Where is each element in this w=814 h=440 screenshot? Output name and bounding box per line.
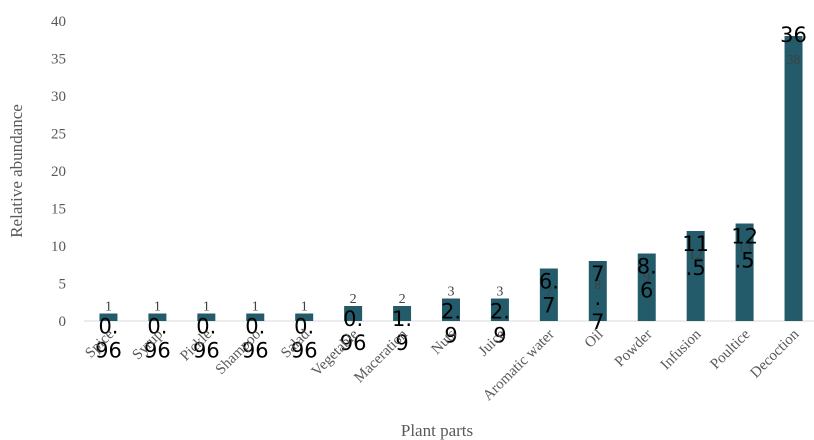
bar (735, 223, 754, 321)
x-tick-label: Powder (612, 327, 656, 371)
x-tick-label: Infusion (658, 326, 705, 373)
bar (588, 261, 607, 321)
count-label: 12 (689, 248, 703, 263)
percent-label: 0. 96 (340, 307, 367, 355)
y-tick-label: 0 (59, 314, 67, 330)
bar (344, 306, 363, 321)
bar (784, 36, 803, 321)
count-label: 8 (594, 278, 601, 293)
bar (637, 253, 656, 321)
y-tick-label: 40 (51, 14, 66, 30)
count-label: 2 (399, 292, 406, 307)
bar (393, 306, 412, 321)
count-label: 1 (301, 300, 308, 315)
y-tick-label: 10 (51, 239, 66, 255)
percent-label: 36 (780, 23, 807, 47)
bar (197, 313, 216, 321)
count-label: 1 (252, 300, 259, 315)
y-axis-ticks: 0 5 10 15 20 25 30 35 40 (51, 14, 66, 330)
percent-label: 0. 96 (95, 315, 122, 363)
count-label: 3 (496, 285, 503, 300)
percent-label: 7.7 (591, 262, 604, 334)
bar (148, 313, 167, 321)
count-label: 2 (350, 292, 357, 307)
count-label: 3 (448, 285, 455, 300)
bar (539, 268, 558, 321)
percent-label: 6. 7 (539, 270, 559, 318)
y-tick-label: 15 (51, 202, 66, 218)
count-label: 9 (643, 271, 650, 286)
percent-label: 0. 96 (144, 315, 171, 363)
count-label: 1 (203, 300, 210, 315)
bars (99, 36, 803, 321)
bar (295, 313, 314, 321)
y-tick-label: 20 (51, 164, 66, 180)
y-tick-label: 25 (51, 127, 66, 143)
count-label: 13 (738, 241, 752, 256)
count-label: 7 (545, 286, 552, 301)
count-label: 1 (105, 300, 112, 315)
y-axis-title: Relative abundance (7, 104, 26, 238)
x-axis-title: Plant parts (401, 421, 473, 440)
y-tick-label: 5 (59, 277, 67, 293)
percent-label: 0. 96 (291, 315, 318, 363)
count-label: 38 (787, 53, 801, 68)
percent-label: 12.5 (731, 225, 758, 273)
percent-label: 8. 6 (637, 255, 657, 303)
x-tick-label: Poultice (707, 326, 753, 372)
percent-label: 0. 96 (193, 315, 220, 363)
percent-label: 11.5 (682, 232, 709, 280)
bar (99, 313, 118, 321)
percent-labels: 0. 960. 960. 960. 960. 960. 961. 92. 92. 96. 77. 78… (95, 23, 807, 363)
bar (442, 298, 460, 321)
y-tick-label: 35 (51, 52, 66, 68)
bar (246, 313, 265, 321)
percent-label: 2. 9 (490, 300, 510, 348)
percent-label: 0. 96 (242, 315, 269, 363)
percent-label: 1. 9 (392, 307, 412, 355)
bar (686, 231, 705, 321)
percent-label: 2. 9 (441, 300, 461, 348)
y-tick-label: 30 (51, 89, 66, 105)
bar (490, 298, 509, 321)
x-tick-label: Decoction (747, 326, 802, 381)
count-label: 1 (154, 300, 161, 315)
